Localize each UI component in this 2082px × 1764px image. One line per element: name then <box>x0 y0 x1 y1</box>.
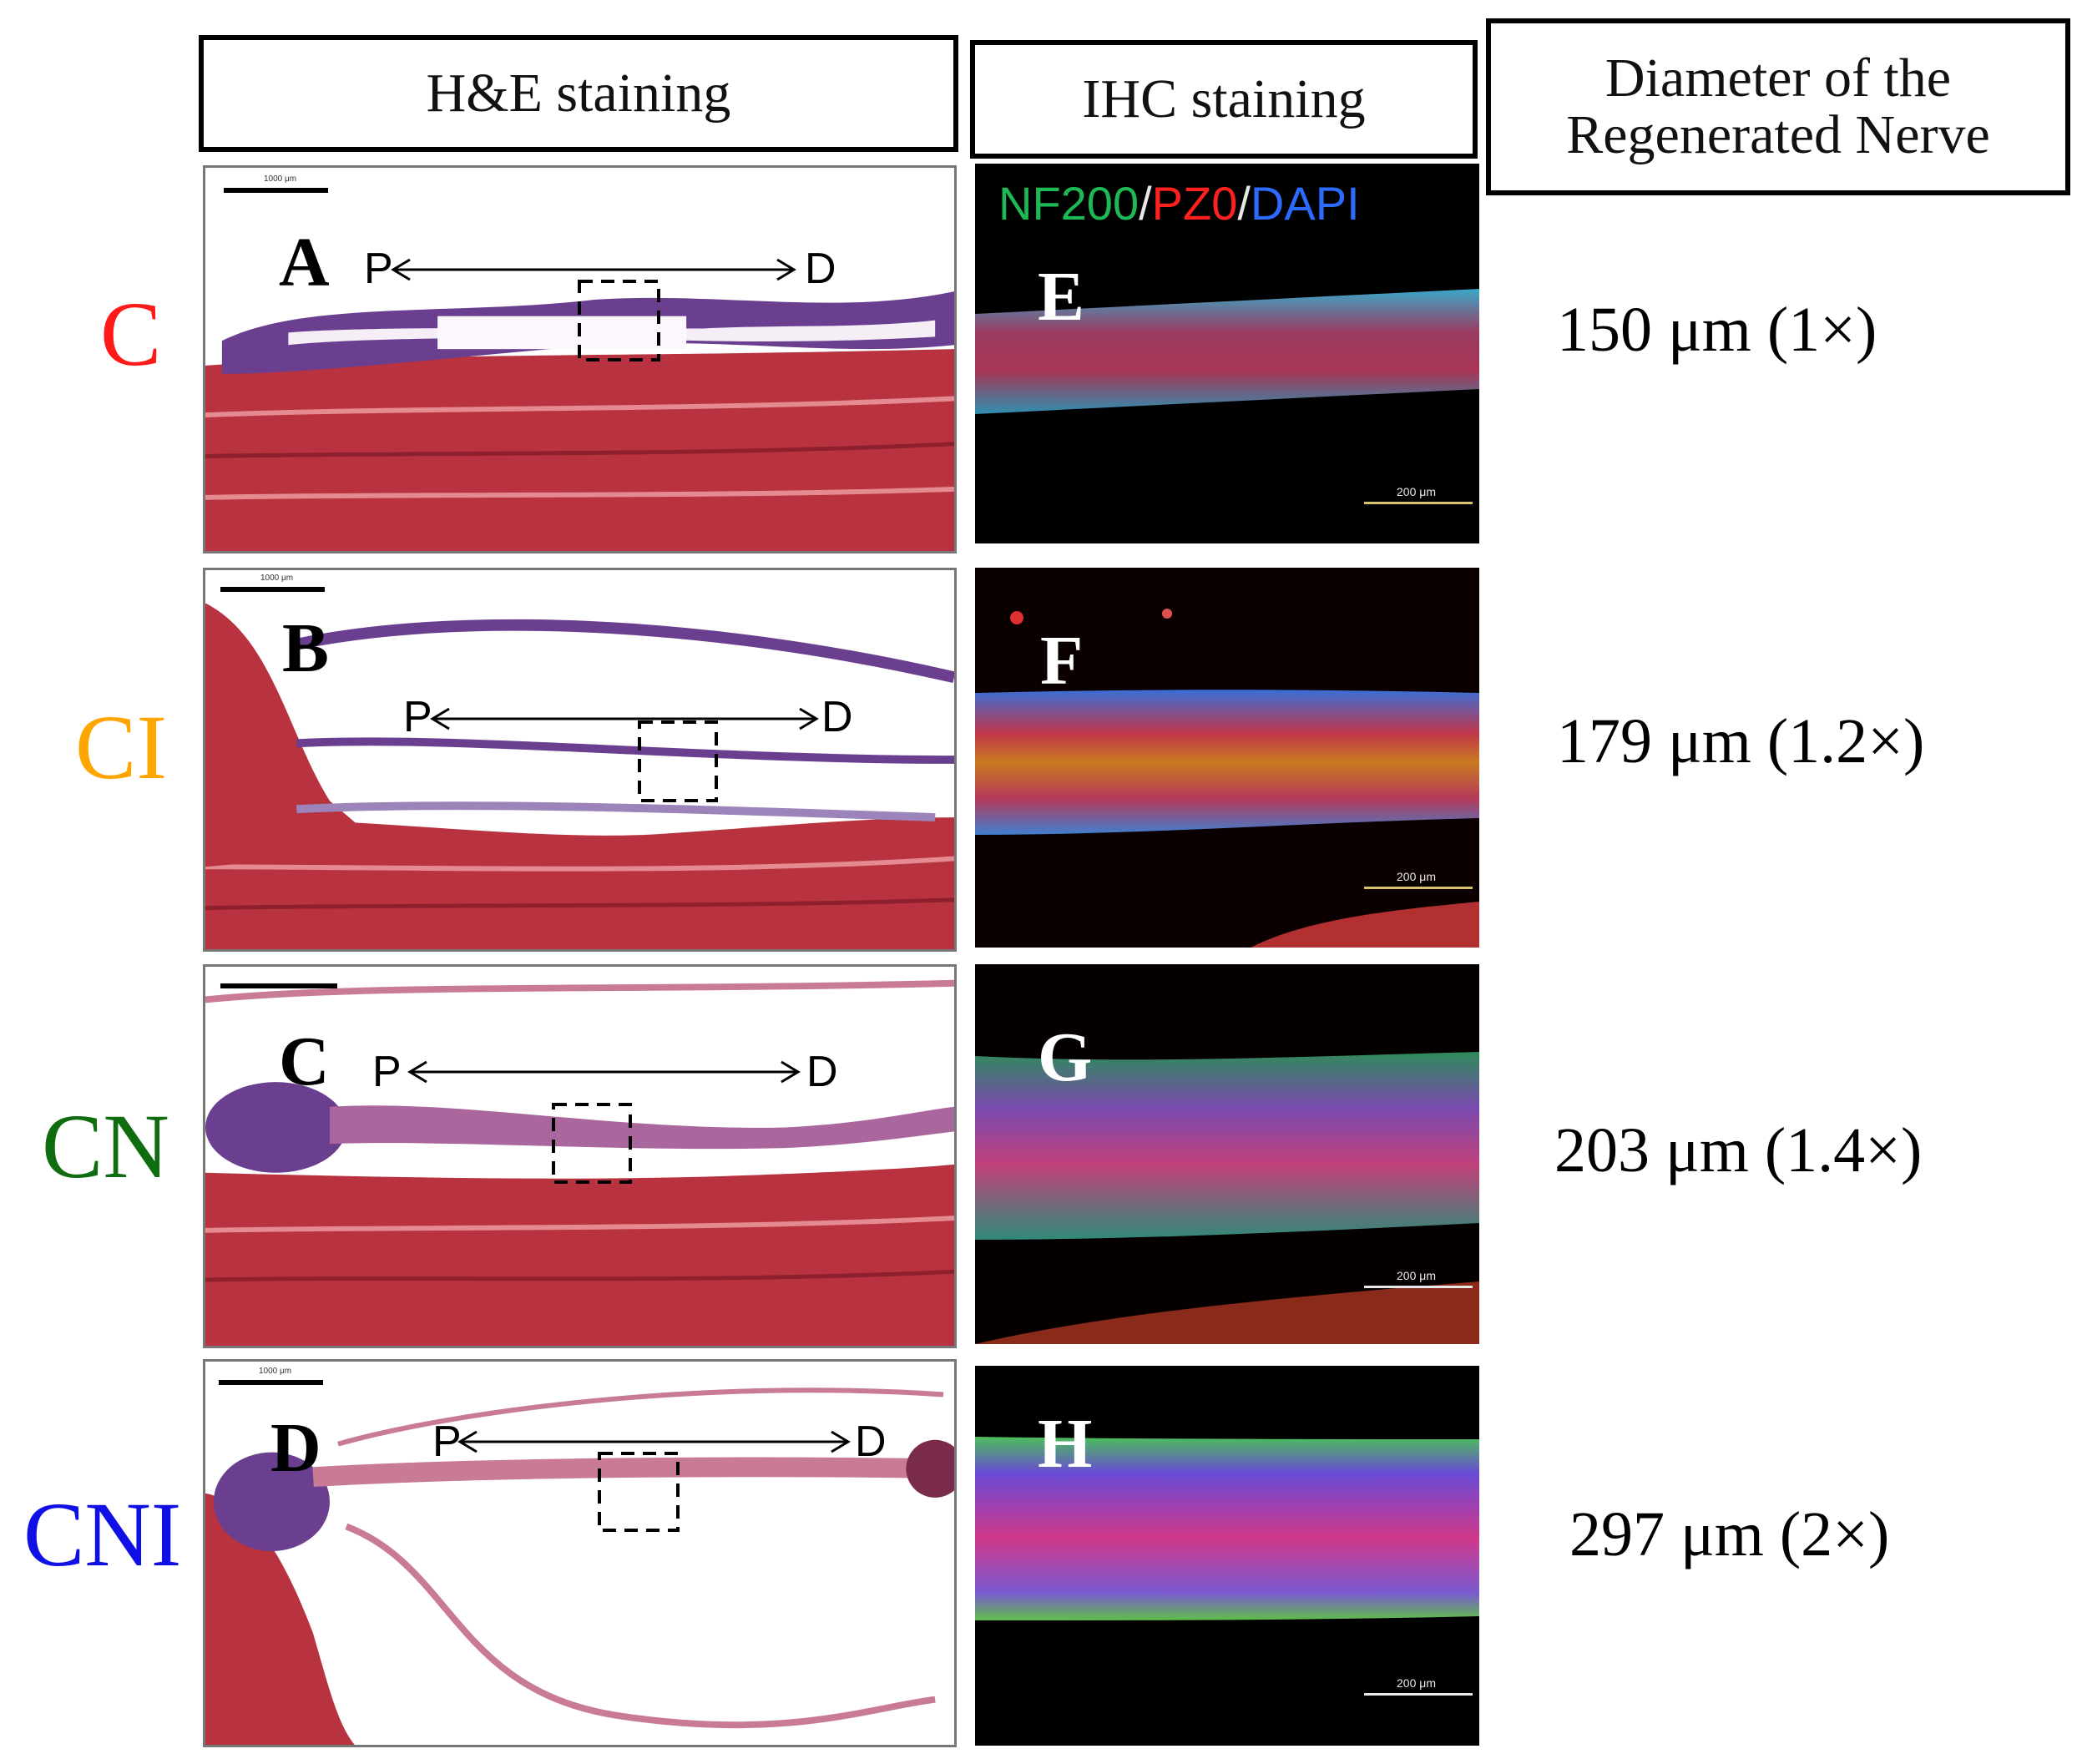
ihc-scale-bar-e <box>1364 502 1473 504</box>
ihc-scale-bar-g <box>1364 1286 1473 1288</box>
distal-label-d: D <box>855 1418 887 1466</box>
ihc-panel-letter-e: E <box>1038 258 1085 336</box>
roi-box-b <box>638 720 718 802</box>
header-ihc-label: IHC staining <box>1082 68 1366 129</box>
distal-label-b: D <box>821 693 853 741</box>
ihc-scale-bar-h <box>1364 1693 1473 1696</box>
header-he-staining: H&E staining <box>199 35 958 152</box>
he-scale-bar-b <box>220 587 325 592</box>
marker-legend: NF200/PZ0/DAPI <box>998 177 1360 230</box>
ihc-image-f <box>975 609 1479 948</box>
diameter-value-cni: 297 μm (2×) <box>1569 1499 1890 1569</box>
he-scale-text-a: 1000 μm <box>264 174 297 184</box>
ihc-scale-text-h: 200 μm <box>1397 1676 1436 1690</box>
he-scale-bar-d <box>219 1380 323 1385</box>
group-label-c: C <box>100 283 162 385</box>
he-image-a <box>205 291 954 551</box>
proximal-label-c: P <box>372 1048 402 1096</box>
he-panel-letter-a: A <box>279 224 330 301</box>
he-panel-letter-d: D <box>270 1409 321 1487</box>
he-panel-d: 1000 μm D P D <box>203 1359 957 1747</box>
header-diameter-line1: Diameter of the <box>1604 48 1952 109</box>
proximal-label-d: P <box>432 1418 462 1466</box>
he-panel-b: 1000 μm B P D <box>203 568 957 952</box>
ihc-panel-e: NF200/PZ0/DAPI E 200 μm <box>975 164 1479 543</box>
header-he-label: H&E staining <box>426 63 731 124</box>
marker-dapi: DAPI <box>1250 177 1360 230</box>
ihc-image-h <box>975 1437 1479 1620</box>
pd-arrow-c <box>407 1060 801 1184</box>
pd-arrow-b <box>430 707 819 802</box>
group-label-cni: CNI <box>23 1483 182 1585</box>
header-ihc-staining: IHC staining <box>970 40 1478 159</box>
ihc-image-g <box>975 1052 1479 1344</box>
proximal-label-b: P <box>403 693 432 741</box>
he-scale-text-b: 1000 μm <box>260 574 294 583</box>
ihc-panel-letter-f: F <box>1040 622 1084 700</box>
pd-arrow-a <box>391 258 796 361</box>
diameter-value-ci: 179 μm (1.2×) <box>1557 706 1925 776</box>
he-panel-c: C P D <box>203 964 957 1348</box>
pd-arrow-d <box>457 1430 851 1532</box>
ihc-panel-g: G 200 μm <box>975 964 1479 1344</box>
marker-pz0: PZ0 <box>1151 177 1238 230</box>
he-panel-letter-b: B <box>282 609 330 687</box>
ihc-scale-text-e: 200 μm <box>1397 485 1436 498</box>
he-scale-bar-a <box>224 188 328 193</box>
distal-label-c: D <box>806 1048 838 1096</box>
ihc-panel-letter-h: H <box>1038 1405 1093 1483</box>
he-image-d <box>205 1387 954 1745</box>
marker-nf200: NF200 <box>998 177 1140 230</box>
header-diameter: Diameter of the Regenerated Nerve <box>1486 18 2070 195</box>
ihc-image-e <box>975 289 1479 414</box>
he-panel-letter-c: C <box>279 1023 330 1100</box>
ihc-panel-h: H 200 μm <box>975 1366 1479 1746</box>
ihc-scale-text-g: 200 μm <box>1397 1269 1436 1282</box>
proximal-label-a: P <box>364 245 393 293</box>
he-scale-bar-c <box>220 983 337 988</box>
roi-box-a <box>578 280 660 361</box>
group-label-ci: CI <box>75 696 167 798</box>
header-diameter-line2: Regenerated Nerve <box>1566 104 1990 165</box>
diameter-value-cn: 203 μm (1.4×) <box>1554 1115 1923 1185</box>
roi-box-c <box>552 1103 632 1184</box>
diameter-value-c: 150 μm (1×) <box>1557 295 1877 365</box>
ihc-scale-text-f: 200 μm <box>1397 870 1436 883</box>
he-image-b <box>205 603 954 949</box>
ihc-panel-letter-g: G <box>1038 1018 1093 1096</box>
he-scale-text-d: 1000 μm <box>259 1367 292 1376</box>
he-panel-a: 1000 μm A P D <box>203 165 957 553</box>
group-label-cn: CN <box>42 1095 169 1197</box>
distal-label-a: D <box>805 245 836 293</box>
ihc-panel-f: F 200 μm <box>975 568 1479 948</box>
he-image-c <box>205 979 954 1346</box>
roi-box-d <box>598 1452 680 1532</box>
ihc-scale-bar-f <box>1364 887 1473 889</box>
